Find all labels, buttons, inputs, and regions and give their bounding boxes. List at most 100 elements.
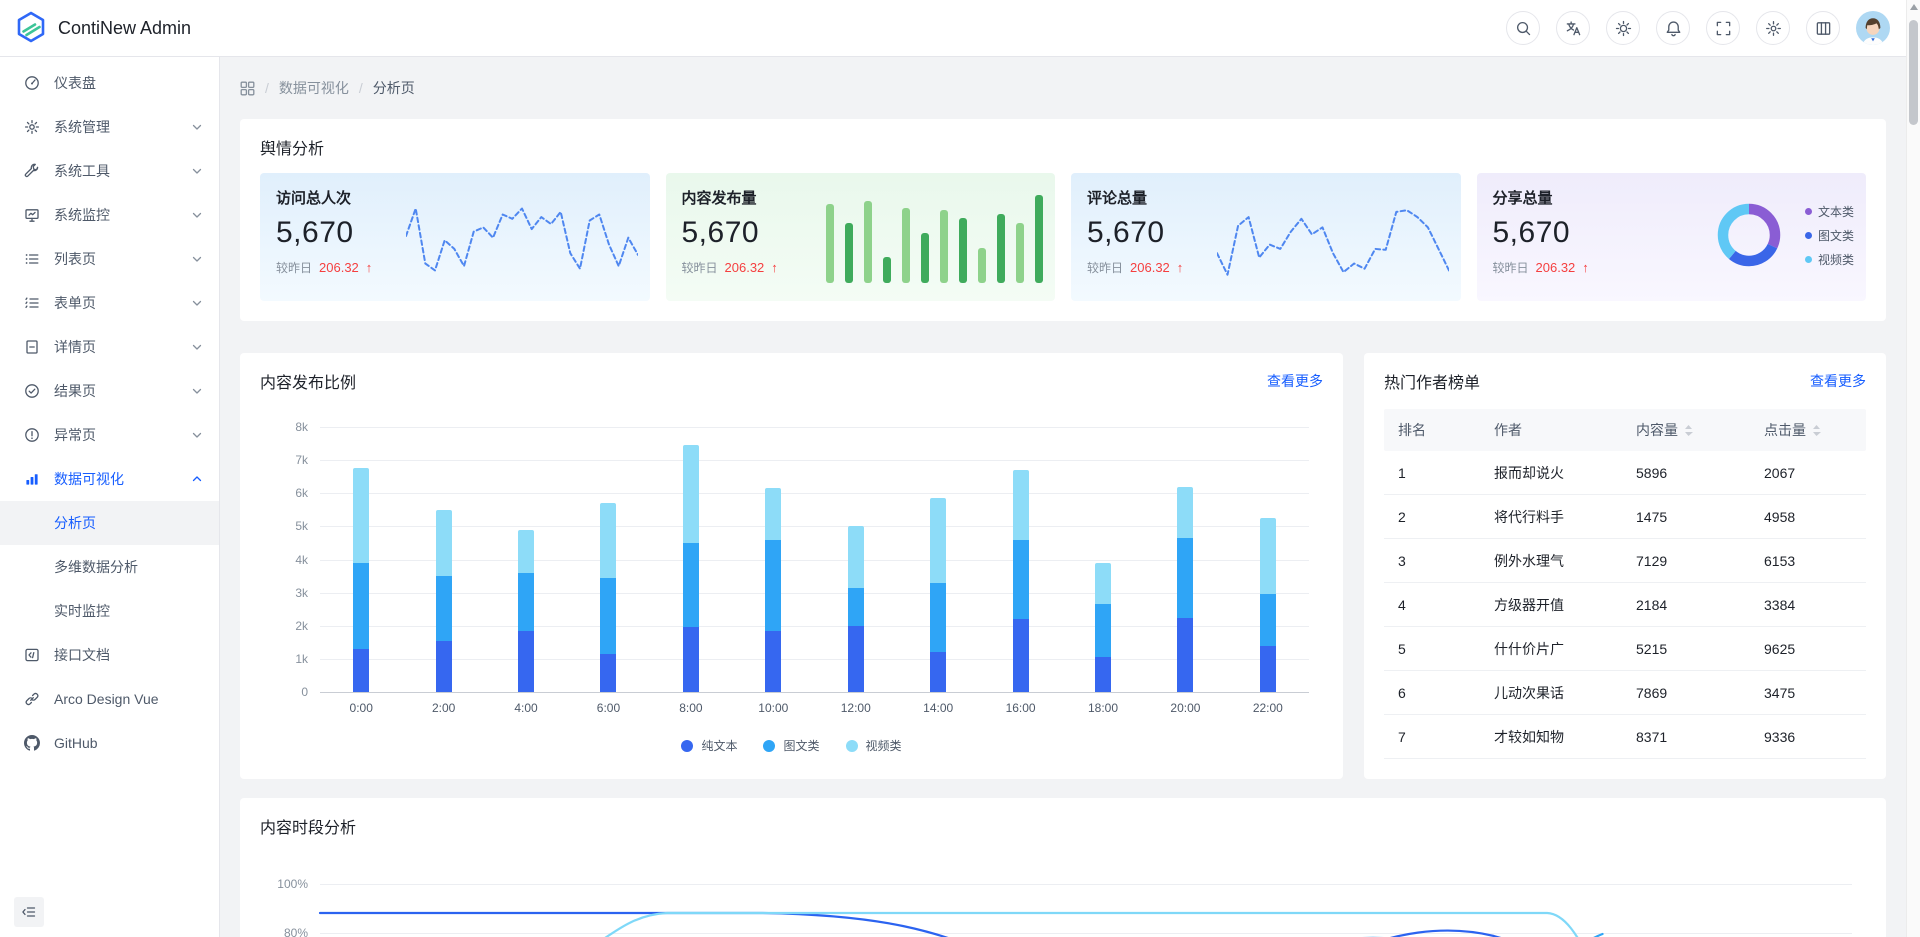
trend-up-arrow-icon: ↑: [365, 260, 373, 275]
sort-icon[interactable]: [1812, 424, 1821, 436]
mini-bar: [940, 210, 948, 283]
fullscreen-button[interactable]: [1706, 11, 1740, 45]
stat-card-visual: [1215, 187, 1450, 283]
sidebar-item-5[interactable]: 列表页: [0, 237, 219, 281]
table-header-cell[interactable]: 内容量: [1622, 420, 1750, 440]
sidebar-item-1[interactable]: 仪表盘: [0, 61, 219, 105]
x-axis-label: 2:00: [431, 701, 456, 715]
table-row[interactable]: 7 才较如知物 8371 9336: [1384, 715, 1866, 759]
breadcrumb: / 数据可视化 / 分析页: [240, 57, 1886, 119]
bar-slot: [402, 427, 484, 692]
sidebar-collapse-button[interactable]: [14, 897, 44, 927]
bar-slot: [815, 427, 897, 692]
chevron-down-icon: [191, 165, 203, 177]
sidebar-item-7[interactable]: 详情页: [0, 325, 219, 369]
sidebar-item-6[interactable]: 表单页: [0, 281, 219, 325]
sidebar-item-11[interactable]: 接口文档: [0, 633, 219, 677]
stacked-bar[interactable]: [353, 468, 370, 692]
breadcrumb-section[interactable]: 数据可视化: [278, 80, 349, 96]
stacked-bar[interactable]: [435, 509, 452, 692]
stacked-bar[interactable]: [930, 498, 947, 692]
sidebar-subitem[interactable]: 实时监控: [0, 589, 219, 633]
table-row[interactable]: 2 将代行料手 1475 4958: [1384, 495, 1866, 539]
user-avatar[interactable]: [1856, 11, 1890, 45]
sidebar-item-3[interactable]: 系统工具: [0, 149, 219, 193]
legend-item[interactable]: 图文类: [763, 737, 820, 754]
sidebar-item-4[interactable]: 系统监控: [0, 193, 219, 237]
y-axis-label: 5k: [295, 519, 308, 534]
table-row[interactable]: 4 方级器开值 2184 3384: [1384, 583, 1866, 627]
monitor-icon: [24, 207, 40, 223]
column-label: 排名: [1398, 422, 1426, 438]
table-row[interactable]: 5 什什价片广 5215 9625: [1384, 627, 1866, 671]
stacked-bar[interactable]: [682, 445, 699, 692]
bar-segment-图文类: [435, 576, 452, 641]
form-icon: [24, 295, 40, 311]
stacked-bar[interactable]: [1259, 518, 1276, 692]
gridline: [320, 658, 1309, 660]
authors-more-link[interactable]: 查看更多: [1810, 373, 1866, 389]
settings-button[interactable]: [1756, 11, 1790, 45]
stacked-bar[interactable]: [1012, 470, 1029, 692]
link-icon: [24, 691, 40, 707]
legend-item[interactable]: 纯文本: [681, 737, 737, 754]
sidebar-item-8[interactable]: 结果页: [0, 369, 219, 413]
stacked-bar[interactable]: [765, 488, 782, 692]
legend-item[interactable]: 视频类: [845, 737, 902, 754]
stacked-bar[interactable]: [1177, 486, 1194, 692]
theme-button[interactable]: [1606, 11, 1640, 45]
mini-bar: [826, 204, 834, 283]
sidebar-subitem[interactable]: 分析页: [0, 501, 219, 545]
sidebar-item-12[interactable]: Arco Design Vue: [0, 677, 219, 721]
sidebar-item-13[interactable]: GitHub: [0, 721, 219, 765]
stacked-bar[interactable]: [1095, 562, 1111, 692]
sort-icon[interactable]: [1684, 424, 1693, 436]
stacked-bar[interactable]: [518, 529, 535, 692]
legend-dot: [1804, 207, 1812, 215]
table-row[interactable]: 6 儿动次果话 7869 3475: [1384, 671, 1866, 715]
bar-slot: [897, 427, 979, 692]
publish-ratio-more-link[interactable]: 查看更多: [1267, 373, 1323, 389]
bar-segment-视频类: [1012, 470, 1029, 540]
table-row[interactable]: 3 例外水理气 7129 6153: [1384, 539, 1866, 583]
table-cell: 2184: [1636, 596, 1668, 613]
sidebar-item-label: 表单页: [54, 295, 96, 311]
docs-button[interactable]: [1806, 11, 1840, 45]
x-axis-label: 18:00: [1087, 701, 1119, 715]
app-logo-area[interactable]: ContiNew Admin: [14, 10, 191, 47]
chevron-down-icon: [191, 209, 203, 221]
breadcrumb-current: 分析页: [372, 80, 415, 96]
api-doc-icon: [24, 647, 40, 663]
search-button[interactable]: [1506, 11, 1540, 45]
table-row[interactable]: 1 报而却说火 5896 2067: [1384, 451, 1866, 495]
gridline: [320, 592, 1309, 594]
stacked-bar[interactable]: [847, 526, 864, 692]
sidebar-item-2[interactable]: 系统管理: [0, 105, 219, 149]
scrollbar-thumb[interactable]: [1909, 20, 1918, 125]
authors-table: 排名 作者 内容量 点击量 1 报而却说火 5896 2067 2 将代行料手 1475 4958 3 例…: [1384, 409, 1866, 759]
bar-segment-纯文本: [600, 653, 617, 692]
apps-grid-icon[interactable]: [240, 81, 255, 96]
bar-segment-图文类: [353, 562, 370, 649]
stat-card-title: 分享总量: [1492, 190, 1553, 207]
bar-segment-图文类: [1012, 539, 1029, 620]
table-cell: 才较如知物: [1494, 728, 1564, 745]
translate-button[interactable]: [1556, 11, 1590, 45]
sidebar-item-label: 列表页: [54, 251, 96, 267]
gridline: [320, 460, 1309, 462]
sidebar-item-10[interactable]: 数据可视化: [0, 457, 219, 501]
page-scrollbar[interactable]: [1906, 0, 1920, 937]
sidebar-item-9[interactable]: 异常页: [0, 413, 219, 457]
stat-card: 访问总人次 5,670 较昨日 206.32 ↑: [260, 173, 650, 301]
sidebar-subitem[interactable]: 多维数据分析: [0, 545, 219, 589]
stacked-bar[interactable]: [600, 503, 617, 692]
gridline: [320, 559, 1309, 561]
table-header-cell[interactable]: 点击量: [1750, 420, 1866, 440]
legend-label: 图文类: [783, 739, 820, 753]
time-analysis-panel: 内容时段分析 100% 80%: [240, 798, 1886, 937]
notifications-button[interactable]: [1656, 11, 1690, 45]
stat-card-value: 5,670: [1087, 216, 1165, 249]
table-header-row: 排名 作者 内容量 点击量: [1384, 409, 1866, 451]
scrollbar-up-arrow-icon[interactable]: [1910, 4, 1918, 10]
donut-legend-item: 文本类: [1804, 203, 1854, 220]
